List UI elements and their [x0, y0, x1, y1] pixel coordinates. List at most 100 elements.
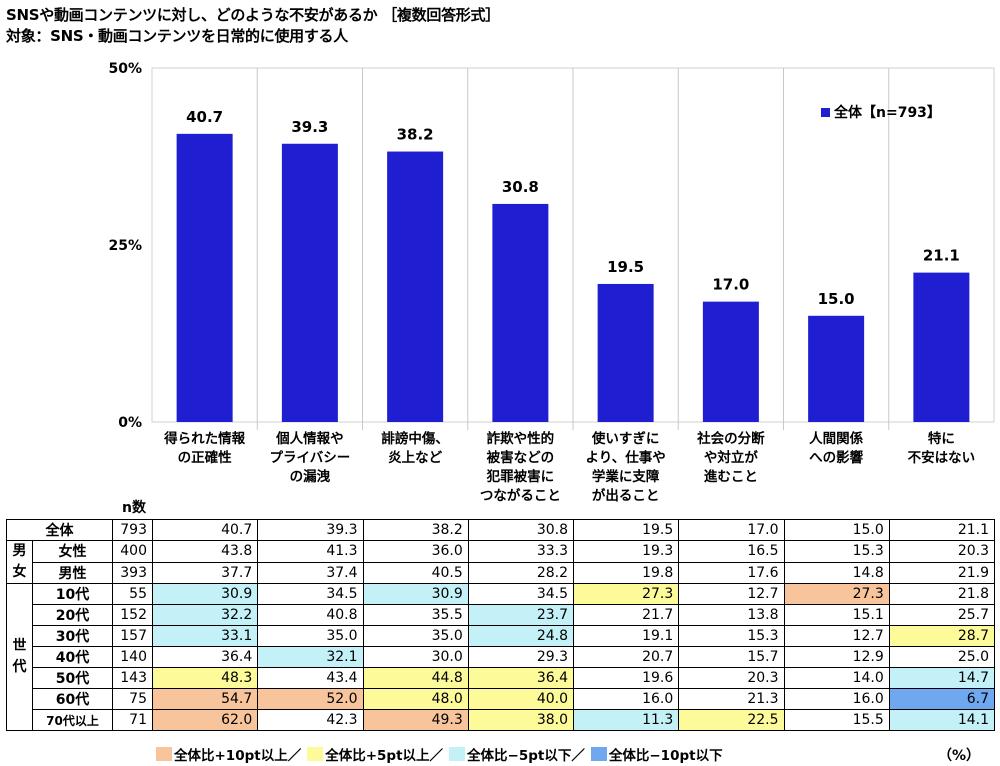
- value-cell: 14.0: [783, 667, 890, 689]
- x-tick-label: 使いすぎに より、仕事や 学業に支障 が出ること: [585, 431, 666, 504]
- bar: [913, 272, 970, 422]
- bar-chart: 0% 25% 50% 40.7 39.3 38.2 30.8 19.5 17.0 15.0 21.1…: [108, 61, 995, 430]
- row-label: 60代: [32, 688, 113, 710]
- n-cell: 393: [112, 561, 153, 584]
- value-cell: 24.8: [467, 625, 575, 647]
- table-row: 50代 143 48.3 43.4 44.8 36.4 19.6 20.3 14.0 14.7: [7, 667, 996, 689]
- value-cell: 19.3: [572, 540, 680, 563]
- y-tick-label: 50%: [108, 61, 142, 77]
- value-cell: 21.7: [572, 604, 680, 626]
- legend-item: 全体比+10pt以上／: [156, 744, 301, 764]
- legend-swatch: [156, 747, 172, 761]
- value-cell: 43.8: [151, 540, 259, 563]
- x-tick-label: 誹謗中傷、 炎上など: [381, 431, 449, 466]
- data-label: 17.0: [712, 276, 749, 294]
- unit-label: （%）: [937, 748, 980, 764]
- x-tick-label: 人間関係 への影響: [809, 431, 864, 466]
- value-cell: 43.4: [257, 667, 364, 689]
- value-cell: 16.0: [783, 688, 890, 710]
- table-row: 70代以上 71 62.0 42.3 49.3 38.0 11.3 22.5 15.5 14.1: [7, 709, 996, 731]
- value-cell: 39.3: [257, 519, 364, 541]
- table-row: 60代 75 54.7 52.0 48.0 40.0 16.0 21.3 16.0 6.7: [7, 688, 996, 710]
- value-cell: 30.9: [151, 583, 259, 605]
- bar: [808, 315, 865, 422]
- value-cell: 37.4: [257, 561, 364, 584]
- table-row: 男性 393 37.7 37.4 40.5 28.2 19.8 17.6 14.8 21.9: [7, 561, 996, 584]
- value-cell: 40.0: [467, 688, 575, 710]
- value-cell: 27.3: [783, 583, 890, 605]
- bar: [597, 283, 654, 422]
- n-cell: 75: [112, 688, 153, 710]
- value-cell: 19.1: [572, 625, 680, 647]
- legend-swatch: [821, 108, 830, 117]
- data-label: 19.5: [607, 258, 644, 276]
- value-cell: 12.9: [783, 646, 890, 668]
- value-cell: 21.8: [888, 583, 996, 605]
- value-cell: 54.7: [151, 688, 259, 710]
- value-cell: 12.7: [678, 583, 785, 605]
- row-label: 全体: [6, 519, 113, 541]
- value-cell: 62.0: [151, 709, 259, 731]
- x-tick-label: 社会の分断 や対立が 進むこと: [697, 431, 765, 485]
- table-row: 世 代 10代 55 30.9 34.5 30.9 34.5 27.3 12.7 27.3 21.8: [6, 583, 996, 731]
- n-cell: 157: [112, 625, 153, 647]
- y-tick-label: 25%: [108, 238, 142, 254]
- legend-label: 全体比−10pt以下: [608, 748, 723, 764]
- value-cell: 36.4: [467, 667, 575, 689]
- n-cell: 71: [112, 709, 153, 731]
- legend-item: 全体比−10pt以下: [590, 744, 723, 764]
- value-cell: 28.2: [467, 561, 575, 584]
- n-cell: 143: [112, 667, 153, 689]
- value-cell: 28.7: [888, 625, 996, 647]
- value-cell: 40.5: [362, 561, 469, 584]
- value-cell: 34.5: [257, 583, 364, 605]
- row-label: 男性: [32, 561, 113, 584]
- bar: [387, 151, 444, 422]
- value-cell: 37.7: [151, 561, 259, 584]
- legend-swatch: [449, 747, 466, 761]
- value-cell: 14.7: [888, 667, 996, 689]
- color-legend: 全体比+10pt以上／ 全体比+5pt以上／ 全体比−5pt以下／ 全体比−10pt以…: [156, 744, 729, 764]
- row-label: 30代: [32, 625, 113, 647]
- data-label: 15.0: [818, 290, 855, 308]
- table-row: 30代 157 33.1 35.0 35.0 24.8 19.1 15.3 12.7 28.7: [7, 625, 996, 647]
- value-cell: 15.3: [678, 625, 785, 647]
- value-cell: 25.0: [888, 646, 996, 668]
- legend-item: 全体比−5pt以下／: [449, 744, 585, 764]
- value-cell: 17.6: [678, 561, 785, 584]
- value-cell: 20.3: [678, 667, 785, 689]
- value-cell: 15.7: [678, 646, 785, 668]
- value-cell: 6.7: [888, 688, 996, 710]
- value-cell: 21.9: [888, 561, 996, 584]
- value-cell: 19.5: [572, 519, 680, 541]
- value-cell: 36.0: [362, 540, 469, 563]
- n-cell: 55: [112, 583, 153, 605]
- chart-subtitle: 対象：SNS・動画コンテンツを日常的に使用する人: [6, 27, 348, 45]
- value-cell: 33.1: [151, 625, 259, 647]
- bar: [702, 301, 759, 422]
- value-cell: 42.3: [257, 709, 364, 731]
- value-cell: 22.5: [678, 709, 785, 731]
- value-cell: 16.0: [572, 688, 680, 710]
- legend-item: 全体比+5pt以上／: [307, 744, 443, 764]
- value-cell: 35.0: [362, 625, 469, 647]
- n-cell: 400: [112, 540, 153, 563]
- value-cell: 52.0: [257, 688, 364, 710]
- value-cell: 25.7: [888, 604, 996, 626]
- bar: [492, 203, 549, 422]
- value-cell: 38.0: [467, 709, 575, 731]
- legend-swatch: [590, 747, 607, 761]
- legend-label: 全体【n=793】: [833, 104, 941, 121]
- value-cell: 40.7: [151, 519, 259, 541]
- value-cell: 17.0: [678, 519, 785, 541]
- value-cell: 41.3: [257, 540, 364, 563]
- row-label: 女性: [32, 540, 113, 563]
- value-cell: 19.8: [572, 561, 680, 584]
- table-row: 20代 152 32.2 40.8 35.5 23.7 21.7 13.8 15.1 25.7: [7, 604, 996, 626]
- crosstab-table: 全体 793 40.7 39.3 38.2 30.8 19.5 17.0 15.0 21.1 男 女…: [6, 519, 996, 731]
- value-cell: 15.5: [783, 709, 890, 731]
- value-cell: 13.8: [678, 604, 785, 626]
- value-cell: 35.0: [257, 625, 364, 647]
- table-row: 40代 140 36.4 32.1 30.0 29.3 20.7 15.7 12.9 25.0: [7, 646, 996, 668]
- value-cell: 11.3: [572, 709, 680, 731]
